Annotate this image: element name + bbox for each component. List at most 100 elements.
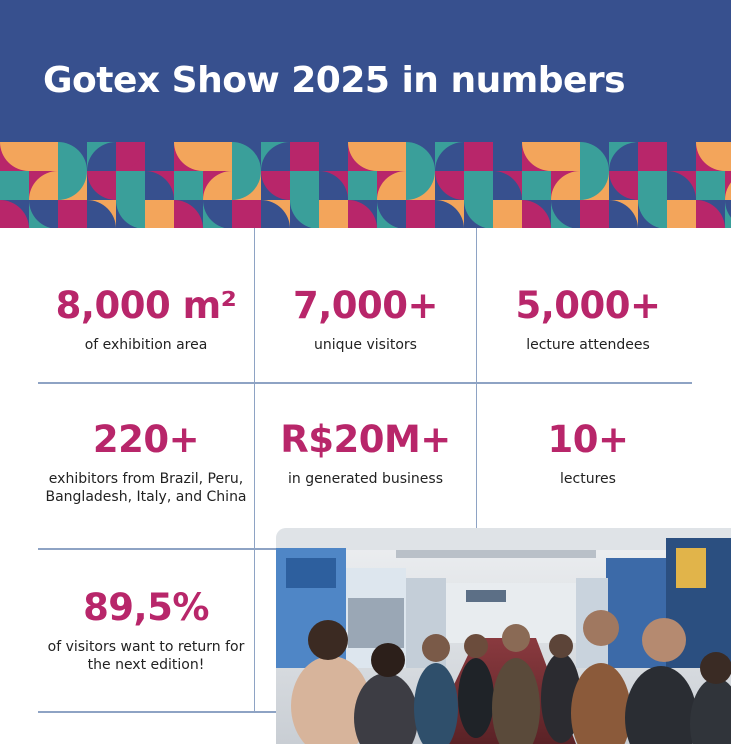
pattern-cell xyxy=(348,171,378,201)
pattern-shape xyxy=(435,200,464,228)
stat-value: 5,000+ xyxy=(515,284,661,327)
pattern-shape xyxy=(580,171,609,200)
stat-label: in generated business xyxy=(288,471,443,487)
pattern-cell xyxy=(725,171,731,201)
stat-label: lecture attendees xyxy=(526,337,650,353)
pattern-shape xyxy=(203,171,232,200)
pattern-shape xyxy=(522,200,551,228)
pattern-cell xyxy=(319,200,349,228)
pattern-shape xyxy=(29,171,58,200)
stat-lectures: 10+ lectures xyxy=(477,420,699,488)
stat-return-rate: 89,5% of visitors want to return for the… xyxy=(44,588,248,674)
pattern-shape xyxy=(0,200,29,228)
pattern-shape xyxy=(29,200,58,228)
pattern-shape xyxy=(725,182,731,200)
pattern-cell xyxy=(174,171,204,201)
pattern-cell xyxy=(377,142,407,172)
stat-value: 10+ xyxy=(547,418,630,461)
pattern-shape xyxy=(377,200,406,228)
pattern-cell xyxy=(29,142,59,172)
grid-divider-vertical-2 xyxy=(476,228,477,528)
pattern-shape xyxy=(87,171,116,200)
pattern-shape xyxy=(232,171,261,200)
grid-divider-vertical-1 xyxy=(254,228,255,712)
pattern-shape xyxy=(174,200,203,228)
pattern-cell xyxy=(203,142,233,172)
stat-value: 220+ xyxy=(92,418,200,461)
pattern-shape xyxy=(261,142,290,171)
decorative-pattern xyxy=(0,142,731,228)
pattern-shape xyxy=(609,142,638,171)
pattern-shape xyxy=(0,142,29,171)
pattern-cell xyxy=(725,200,731,228)
pattern-shape xyxy=(667,171,696,200)
pattern-cell xyxy=(725,142,731,172)
pattern-shape xyxy=(609,171,638,200)
pattern-shape xyxy=(609,200,638,228)
pattern-shape xyxy=(580,142,609,171)
pattern-shape xyxy=(290,142,319,171)
pattern-shape xyxy=(58,142,87,171)
stat-label: unique visitors xyxy=(314,337,417,353)
pattern-cell xyxy=(580,200,610,228)
stat-generated-business: R$20M+ in generated business xyxy=(255,420,476,488)
pattern-cell xyxy=(406,200,436,228)
pattern-shape xyxy=(493,171,522,200)
stat-label: of exhibition area xyxy=(84,337,208,353)
pattern-shape xyxy=(203,200,232,228)
stat-value: 7,000+ xyxy=(292,284,439,327)
pattern-shape xyxy=(551,200,580,228)
pattern-shape xyxy=(435,142,464,171)
pattern-shape xyxy=(116,142,145,171)
pattern-shape xyxy=(174,142,203,171)
pattern-cell xyxy=(145,200,175,228)
pattern-shape xyxy=(348,200,377,228)
pattern-shape xyxy=(696,200,725,228)
pattern-cell xyxy=(116,171,146,201)
pattern-cell xyxy=(145,142,175,172)
pattern-shape xyxy=(116,200,145,228)
pattern-shape xyxy=(464,142,493,171)
pattern-shape xyxy=(551,171,580,200)
header-banner: Gotex Show 2025 in numbers xyxy=(0,0,731,145)
exhibition-hall-photo xyxy=(276,528,731,744)
pattern-cell xyxy=(0,171,30,201)
pattern-shape xyxy=(232,142,261,171)
stat-value: 8,000 m² xyxy=(55,284,237,327)
pattern-shape xyxy=(638,200,667,228)
pattern-shape xyxy=(406,171,435,200)
stat-unique-visitors: 7,000+ unique visitors xyxy=(255,286,476,354)
pattern-shape xyxy=(406,142,435,171)
stat-value: 89,5% xyxy=(83,586,209,629)
pattern-shape xyxy=(261,171,290,200)
pattern-cell xyxy=(667,200,697,228)
grid-divider-horizontal-2 xyxy=(38,548,276,550)
pattern-cell xyxy=(667,142,697,172)
pattern-shape xyxy=(696,142,725,171)
stat-label: lectures xyxy=(560,471,616,487)
pattern-shape xyxy=(522,142,551,171)
pattern-shape xyxy=(87,200,116,228)
pattern-cell xyxy=(493,142,523,172)
pattern-cell xyxy=(319,142,349,172)
pattern-shape xyxy=(290,200,319,228)
pattern-cell xyxy=(493,200,523,228)
page-title: Gotex Show 2025 in numbers xyxy=(43,60,626,101)
pattern-shape xyxy=(261,200,290,228)
pattern-cell xyxy=(464,171,494,201)
pattern-cell xyxy=(290,171,320,201)
pattern-cell xyxy=(638,171,668,201)
stat-label: exhibitors from Brazil, Peru, Bangladesh… xyxy=(45,471,247,505)
stat-exhibitors: 220+ exhibitors from Brazil, Peru, Bangl… xyxy=(44,420,248,506)
pattern-shape xyxy=(725,200,731,218)
pattern-shape xyxy=(145,171,174,200)
stat-lecture-attendees: 5,000+ lecture attendees xyxy=(477,286,699,354)
stat-exhibition-area: 8,000 m² of exhibition area xyxy=(38,286,254,354)
pattern-cell xyxy=(58,200,88,228)
pattern-shape xyxy=(58,171,87,200)
pattern-shape xyxy=(435,171,464,200)
stat-value: R$20M+ xyxy=(280,418,451,461)
pattern-shape xyxy=(87,142,116,171)
pattern-shape xyxy=(638,142,667,171)
grid-divider-horizontal-3 xyxy=(38,711,276,713)
